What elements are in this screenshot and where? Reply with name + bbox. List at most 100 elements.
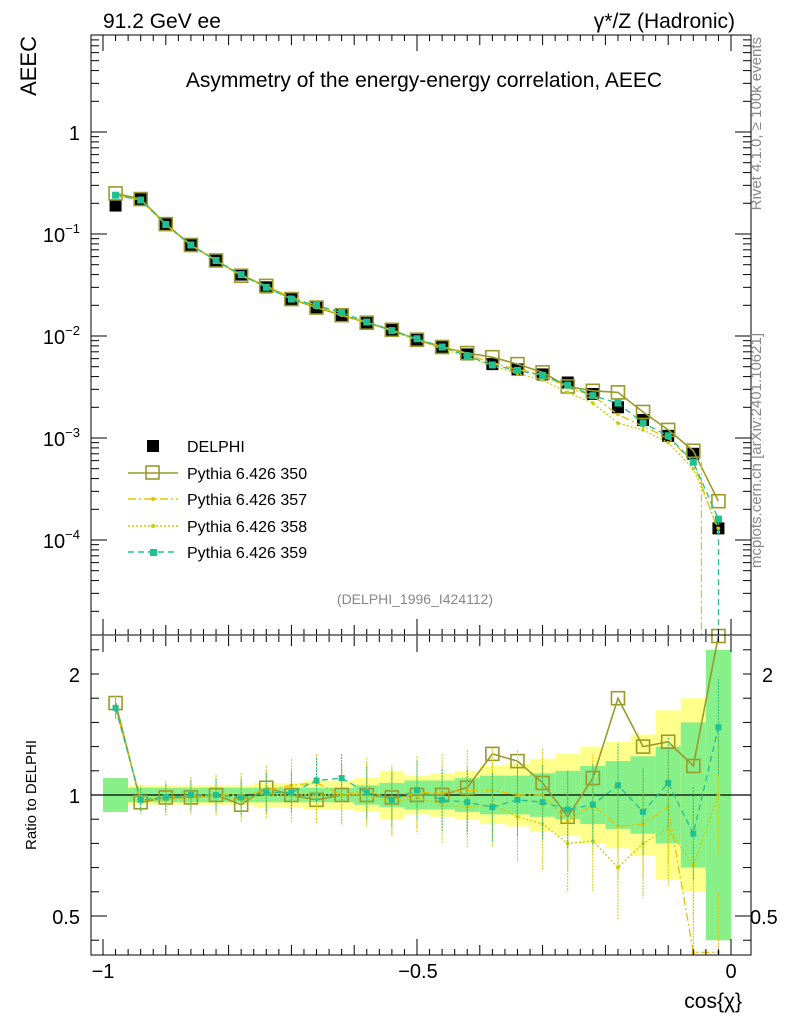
series-point-350 — [233, 268, 249, 284]
series-point-359 — [187, 241, 195, 249]
series-point-358 — [666, 440, 670, 445]
y-tick-label-1e-2: 10−2 — [43, 323, 80, 349]
y-tick-label-1e-1: 10−1 — [43, 221, 80, 247]
ratio-point-359 — [715, 724, 722, 731]
series-point-359 — [338, 308, 346, 316]
ratio-y-tick-1-left: 1 — [69, 786, 80, 808]
ratio-y-tick-05-right: 0.5 — [750, 907, 778, 929]
axis-ticks — [91, 35, 751, 955]
ratio-point-359 — [313, 777, 320, 784]
series-point-359 — [137, 196, 145, 204]
series-point-350 — [384, 322, 400, 338]
legend-label-350: Pythia 6.426 350 — [187, 466, 307, 483]
series-point-350 — [434, 339, 450, 355]
ratio-point-357 — [465, 788, 470, 792]
series-point-359 — [112, 191, 120, 199]
ratio-point-359 — [112, 704, 119, 711]
ratio-point-358 — [716, 793, 721, 797]
x-tick-label-minus05: −0.5 — [398, 961, 437, 983]
ratio-point-359 — [414, 787, 420, 794]
series-point-357 — [616, 412, 620, 417]
series-point-350 — [183, 237, 199, 253]
series-point-359 — [564, 381, 572, 389]
ratio-point-350 — [686, 758, 701, 774]
ratio-point-350 — [635, 739, 651, 754]
ratio-point-359 — [439, 796, 446, 803]
ratio-point-359 — [665, 779, 672, 786]
series-point-359 — [614, 399, 622, 407]
y-tick-label-1e-4: 10−4 — [43, 527, 80, 553]
ratio-point-359 — [213, 792, 220, 798]
series-point-359 — [388, 327, 396, 335]
ratio-y-tick-2-left: 2 — [69, 665, 80, 687]
x-axis-label: cos{χ} — [684, 990, 742, 1013]
ratio-point-359 — [640, 808, 647, 815]
series-point-359 — [639, 419, 647, 427]
ratio-point-359 — [187, 792, 194, 798]
ratio-point-359 — [388, 796, 395, 803]
series-point-350 — [635, 404, 651, 420]
legend-label-357: Pythia 6.426 357 — [187, 492, 307, 509]
ratio-point-359 — [589, 801, 596, 808]
header-left: 91.2 GeV ee — [103, 10, 221, 33]
series-point-359 — [212, 256, 220, 264]
ratio-point-357 — [565, 819, 570, 824]
ratio-point-359 — [489, 804, 496, 811]
series-point-350 — [711, 493, 726, 509]
series-point-359 — [237, 271, 245, 279]
series-point-350 — [158, 216, 174, 232]
legend-marker-357 — [151, 497, 155, 501]
ratio-y-tick-05-left: 0.5 — [52, 907, 80, 929]
delphi-point — [109, 199, 122, 212]
series-point-359 — [689, 458, 697, 466]
series-point-359 — [287, 295, 295, 303]
ratio-point-359 — [263, 789, 270, 796]
series-point-359 — [313, 301, 321, 309]
legend-marker-350 — [145, 465, 160, 480]
analysis-label: (DELPHI_1996_I424112) — [337, 591, 493, 607]
series-point-350 — [409, 332, 425, 347]
y-tick-label-1: 1 — [69, 123, 80, 145]
header-right: γ*/Z (Hadronic) — [594, 10, 735, 33]
series-point-350 — [610, 385, 626, 400]
ratio-point-358 — [440, 802, 444, 807]
legend-marker-359 — [150, 549, 157, 556]
series-point-358 — [716, 526, 721, 531]
series-point-359 — [513, 366, 521, 374]
series-point-359 — [262, 283, 270, 291]
series-point-359 — [363, 318, 371, 326]
series-point-358 — [540, 378, 545, 382]
series-point-359 — [589, 392, 597, 400]
series-point-350 — [686, 443, 701, 459]
legend-marker-358 — [151, 524, 155, 528]
series-point-358 — [591, 401, 595, 405]
legend-label-359: Pythia 6.426 359 — [187, 545, 307, 562]
series-point-359 — [488, 361, 496, 369]
series-point-350 — [359, 315, 375, 331]
x-tick-label-minus1: −1 — [92, 961, 115, 983]
x-tick-label-0: 0 — [725, 961, 736, 983]
ratio-point-359 — [564, 806, 571, 813]
series-point-359 — [463, 352, 471, 360]
ratio-panel-marks — [108, 628, 726, 955]
series-point-358 — [616, 421, 620, 425]
series-point-350 — [309, 300, 324, 315]
ratio-point-350 — [610, 690, 626, 706]
series-point-359 — [162, 220, 170, 228]
ratio-point-359 — [137, 796, 144, 803]
series-point-350 — [258, 278, 274, 294]
ratio-point-359 — [238, 794, 245, 801]
ratio-point-359 — [539, 799, 546, 806]
series-point-350 — [108, 186, 123, 201]
ratio-point-359 — [162, 794, 169, 801]
ratio-y-tick-2-right: 2 — [762, 665, 773, 687]
series-point-359 — [438, 343, 446, 351]
legend-label-358: Pythia 6.426 358 — [187, 519, 307, 536]
ratio-y-axis-label: Ratio to DELPHI — [23, 740, 40, 850]
legend-marker-delphi — [147, 440, 159, 452]
plot-title: Asymmetry of the energy-energy correlati… — [186, 69, 662, 92]
ratio-point-359 — [614, 782, 621, 789]
series-point-359 — [413, 335, 421, 343]
top-panel-lines — [108, 186, 726, 635]
ratio-point-357 — [616, 824, 620, 829]
